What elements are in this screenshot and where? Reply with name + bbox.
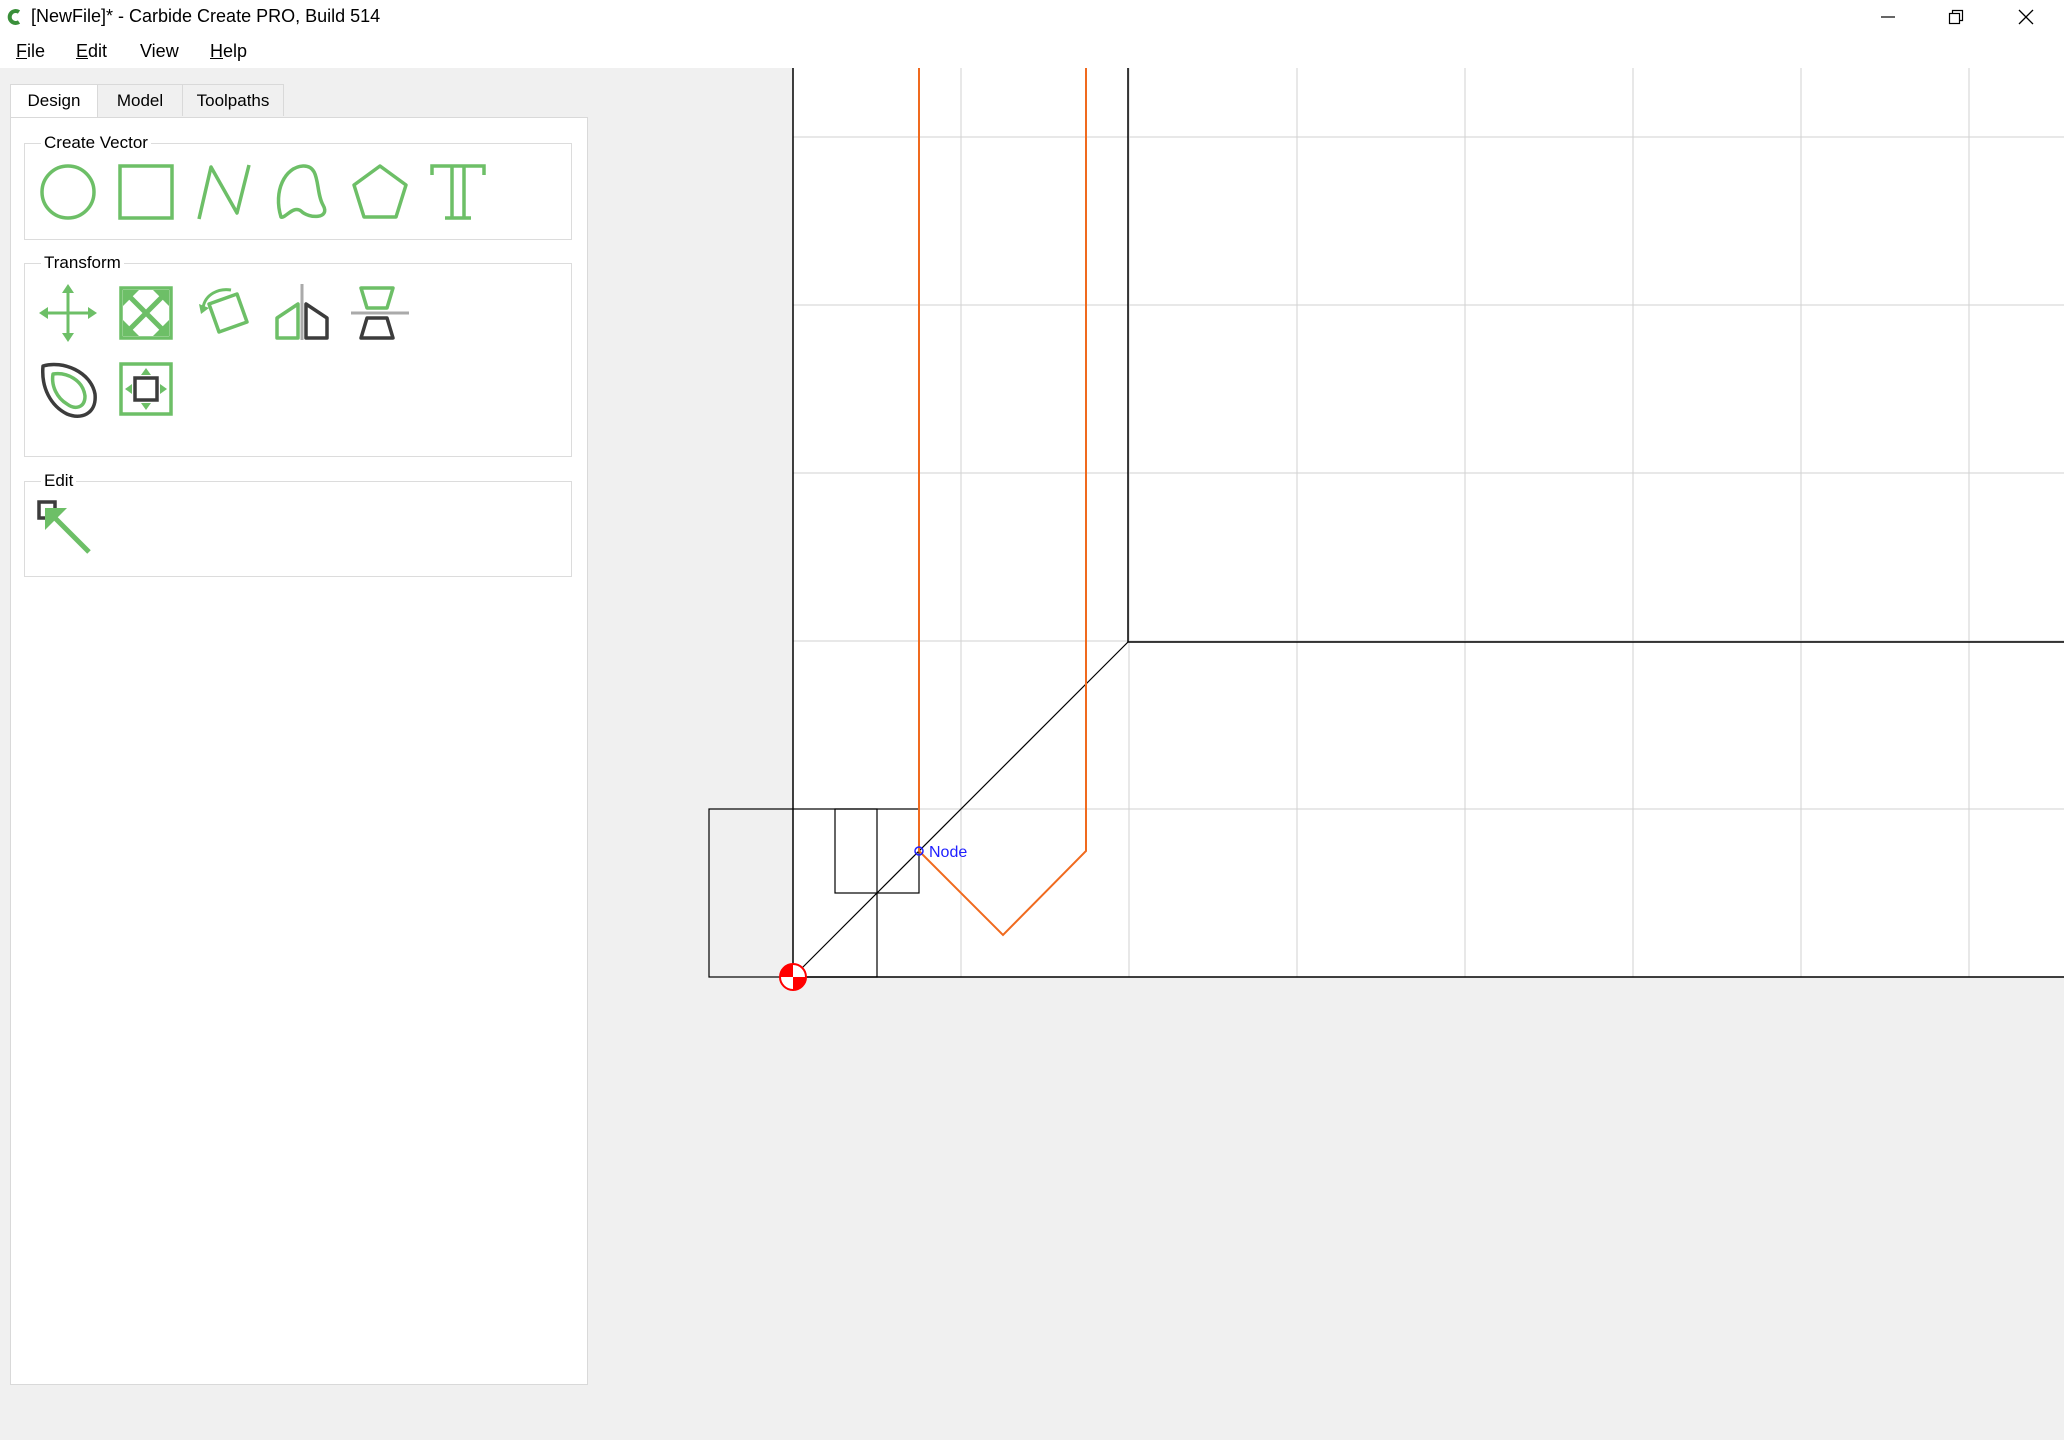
rectangle-icon — [118, 164, 174, 220]
mirror-tool-button[interactable] — [271, 282, 333, 344]
menu-file[interactable]: File — [16, 41, 45, 62]
tab-toolpaths[interactable]: Toolpaths — [182, 84, 284, 116]
design-canvas[interactable]: Node — [588, 68, 2064, 1440]
tab-model[interactable]: Model — [97, 84, 183, 116]
menu-help-accel: H — [210, 41, 223, 61]
tab-design-label: Design — [27, 91, 81, 110]
close-button[interactable] — [1992, 0, 2060, 34]
edit-group: Edit — [24, 471, 572, 577]
polygon-icon — [352, 164, 408, 219]
circle-tool-button[interactable] — [37, 161, 99, 223]
move-icon — [39, 284, 97, 342]
scale-icon — [119, 286, 173, 340]
polyline-icon — [197, 164, 251, 220]
minimize-icon — [1881, 16, 1895, 18]
rotate-tool-button[interactable] — [193, 282, 255, 344]
transform-group: Transform — [24, 253, 572, 457]
node-marker[interactable] — [914, 846, 924, 856]
polygon-tool-button[interactable] — [349, 161, 411, 223]
create-vector-group: Create Vector — [24, 133, 572, 240]
align-tool-button[interactable] — [115, 358, 177, 420]
scale-tool-button[interactable] — [115, 282, 177, 344]
flip-tool-button[interactable] — [349, 282, 411, 344]
design-panel: Create Vector Transform — [10, 117, 588, 1385]
menu-edit-accel: E — [76, 41, 89, 61]
menu-edit[interactable]: Edit — [76, 41, 107, 62]
menu-edit-label: dit — [88, 41, 108, 61]
text-tool-button[interactable] — [427, 161, 489, 223]
menu-file-accel: F — [16, 41, 27, 61]
menu-file-label: ile — [27, 41, 46, 61]
tab-design[interactable]: Design — [10, 84, 98, 119]
select-tool-button[interactable] — [37, 500, 99, 562]
origin-marker-icon — [779, 963, 807, 991]
offset-tool-button[interactable] — [37, 358, 99, 420]
text-icon — [430, 164, 486, 220]
menu-help-label: elp — [223, 41, 248, 61]
toolpath-line — [918, 68, 1087, 937]
flip-icon — [351, 286, 409, 340]
geometry — [708, 68, 2064, 978]
tab-toolpaths-label: Toolpaths — [196, 91, 270, 110]
offset-icon — [41, 362, 97, 418]
stock-area — [793, 68, 2064, 977]
title-bar: [NewFile]* - Carbide Create PRO, Build 5… — [0, 0, 2064, 34]
rectangle-tool-button[interactable] — [115, 161, 177, 223]
create-vector-title: Create Vector — [41, 133, 151, 153]
select-arrow-icon — [37, 500, 91, 554]
menu-bar: File Edit View Help — [0, 34, 2064, 68]
circle-icon — [40, 164, 96, 220]
polyline-tool-button[interactable] — [193, 161, 255, 223]
tab-model-label: Model — [116, 91, 164, 110]
edit-title: Edit — [41, 471, 77, 491]
restore-button[interactable] — [1922, 0, 1990, 34]
diagonal-line[interactable] — [792, 641, 1129, 978]
window-title: [NewFile]* - Carbide Create PRO, Build 5… — [31, 6, 381, 26]
menu-help[interactable]: Help — [210, 41, 247, 62]
menu-view[interactable]: View — [140, 41, 179, 62]
transform-title: Transform — [41, 253, 124, 273]
close-icon — [2018, 9, 2034, 25]
restore-icon — [1948, 9, 1964, 25]
grid-lines — [793, 68, 2064, 977]
move-tool-button[interactable] — [37, 282, 99, 344]
rotate-icon — [199, 288, 249, 334]
canvas-svg[interactable]: Node — [588, 68, 2064, 1440]
node-label: Node — [929, 844, 967, 861]
mirror-icon — [275, 284, 329, 340]
curve-tool-button[interactable] — [271, 161, 333, 223]
curve-icon — [276, 164, 327, 219]
minimize-button[interactable] — [1854, 0, 1922, 34]
align-icon — [119, 362, 173, 416]
app-logo-icon — [7, 9, 21, 25]
menu-view-label: View — [140, 41, 179, 61]
